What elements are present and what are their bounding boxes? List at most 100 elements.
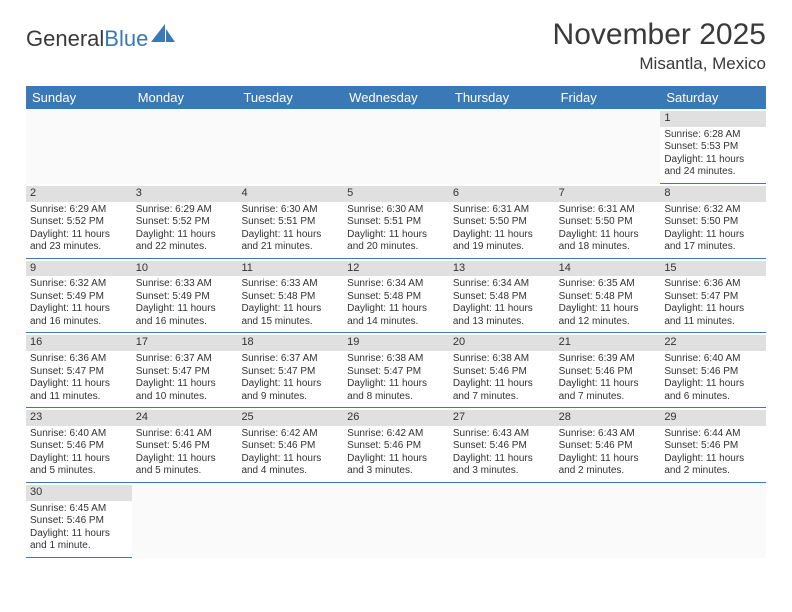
weekday-sunday: Sunday (26, 86, 132, 109)
sunset-line: Sunset: 5:46 PM (347, 440, 445, 453)
weekday-header-row: SundayMondayTuesdayWednesdayThursdayFrid… (26, 86, 766, 109)
sunset-line: Sunset: 5:52 PM (30, 216, 128, 229)
calendar-cell: 20Sunrise: 6:38 AMSunset: 5:46 PMDayligh… (449, 333, 555, 408)
logo-text-general: General (26, 26, 104, 52)
sunrise-line: Sunrise: 6:39 AM (559, 353, 657, 366)
sunrise-line: Sunrise: 6:29 AM (136, 204, 234, 217)
calendar-cell-empty (660, 483, 766, 558)
daylight-line: Daylight: 11 hours and 23 minutes. (30, 229, 128, 254)
sail-icon (151, 24, 177, 49)
sunrise-line: Sunrise: 6:42 AM (347, 428, 445, 441)
calendar-cell: 9Sunrise: 6:32 AMSunset: 5:49 PMDaylight… (26, 259, 132, 334)
sunrise-line: Sunrise: 6:38 AM (453, 353, 551, 366)
calendar-cell: 25Sunrise: 6:42 AMSunset: 5:46 PMDayligh… (237, 408, 343, 483)
sunset-line: Sunset: 5:48 PM (453, 291, 551, 304)
sunset-line: Sunset: 5:51 PM (347, 216, 445, 229)
daylight-line: Daylight: 11 hours and 8 minutes. (347, 378, 445, 403)
sunset-line: Sunset: 5:46 PM (241, 440, 339, 453)
sunrise-line: Sunrise: 6:33 AM (241, 278, 339, 291)
sunset-line: Sunset: 5:52 PM (136, 216, 234, 229)
day-number: 11 (237, 261, 343, 277)
daylight-line: Daylight: 11 hours and 2 minutes. (664, 453, 762, 478)
calendar-cell-empty (26, 109, 132, 184)
calendar-cell: 2 Sunrise: 6:29 AMSunset: 5:52 PMDaylight… (26, 184, 132, 259)
calendar-week: 1Sunrise: 6:28 AMSunset: 5:53 PMDaylight… (26, 109, 766, 184)
daylight-line: Daylight: 11 hours and 1 minute. (30, 528, 128, 553)
calendar-cell: 13Sunrise: 6:34 AMSunset: 5:48 PMDayligh… (449, 259, 555, 334)
day-number: 16 (26, 335, 132, 351)
daylight-line: Daylight: 11 hours and 21 minutes. (241, 229, 339, 254)
sunset-line: Sunset: 5:51 PM (241, 216, 339, 229)
day-number: 23 (26, 410, 132, 426)
calendar-cell: 6Sunrise: 6:31 AMSunset: 5:50 PMDaylight… (449, 184, 555, 259)
sunset-line: Sunset: 5:46 PM (136, 440, 234, 453)
weekday-wednesday: Wednesday (343, 86, 449, 109)
sunset-line: Sunset: 5:49 PM (30, 291, 128, 304)
daylight-line: Daylight: 11 hours and 10 minutes. (136, 378, 234, 403)
daylight-line: Daylight: 11 hours and 16 minutes. (136, 303, 234, 328)
day-number: 9 (26, 261, 132, 277)
calendar-cell-empty (132, 109, 238, 184)
sunrise-line: Sunrise: 6:43 AM (453, 428, 551, 441)
sunrise-line: Sunrise: 6:34 AM (347, 278, 445, 291)
sunrise-line: Sunrise: 6:28 AM (664, 129, 762, 142)
sunset-line: Sunset: 5:46 PM (453, 366, 551, 379)
title-block: November 2025 Misantla, Mexico (553, 18, 766, 74)
sunrise-line: Sunrise: 6:31 AM (559, 204, 657, 217)
day-number: 2 (26, 186, 132, 202)
sunset-line: Sunset: 5:50 PM (453, 216, 551, 229)
sunset-line: Sunset: 5:49 PM (136, 291, 234, 304)
location-label: Misantla, Mexico (553, 54, 766, 74)
calendar-cell: 14Sunrise: 6:35 AMSunset: 5:48 PMDayligh… (555, 259, 661, 334)
sunrise-line: Sunrise: 6:37 AM (136, 353, 234, 366)
day-number: 20 (449, 335, 555, 351)
day-number: 22 (660, 335, 766, 351)
sunset-line: Sunset: 5:47 PM (30, 366, 128, 379)
daylight-line: Daylight: 11 hours and 20 minutes. (347, 229, 445, 254)
day-number: 7 (555, 186, 661, 202)
day-number: 30 (26, 485, 132, 501)
day-number: 14 (555, 261, 661, 277)
day-number: 15 (660, 261, 766, 277)
daylight-line: Daylight: 11 hours and 5 minutes. (30, 453, 128, 478)
daylight-line: Daylight: 11 hours and 18 minutes. (559, 229, 657, 254)
daylight-line: Daylight: 11 hours and 5 minutes. (136, 453, 234, 478)
day-number: 21 (555, 335, 661, 351)
sunrise-line: Sunrise: 6:42 AM (241, 428, 339, 441)
sunrise-line: Sunrise: 6:32 AM (30, 278, 128, 291)
day-number: 19 (343, 335, 449, 351)
page-title: November 2025 (553, 18, 766, 52)
day-number: 26 (343, 410, 449, 426)
daylight-line: Daylight: 11 hours and 2 minutes. (559, 453, 657, 478)
day-number: 12 (343, 261, 449, 277)
sunrise-line: Sunrise: 6:37 AM (241, 353, 339, 366)
calendar-cell: 7Sunrise: 6:31 AMSunset: 5:50 PMDaylight… (555, 184, 661, 259)
calendar-cell-empty (343, 483, 449, 558)
sunrise-line: Sunrise: 6:45 AM (30, 503, 128, 516)
daylight-line: Daylight: 11 hours and 19 minutes. (453, 229, 551, 254)
day-number: 3 (132, 186, 238, 202)
day-number: 24 (132, 410, 238, 426)
day-number: 27 (449, 410, 555, 426)
weekday-tuesday: Tuesday (237, 86, 343, 109)
calendar-cell-empty (132, 483, 238, 558)
calendar-cell: 18Sunrise: 6:37 AMSunset: 5:47 PMDayligh… (237, 333, 343, 408)
calendar-cell: 24Sunrise: 6:41 AMSunset: 5:46 PMDayligh… (132, 408, 238, 483)
calendar-week: 2Sunrise: 6:29 AMSunset: 5:52 PMDaylight… (26, 184, 766, 259)
calendar-cell-empty (237, 109, 343, 184)
sunrise-line: Sunrise: 6:29 AM (30, 204, 128, 217)
daylight-line: Daylight: 11 hours and 22 minutes. (136, 229, 234, 254)
sunrise-line: Sunrise: 6:38 AM (347, 353, 445, 366)
sunrise-line: Sunrise: 6:36 AM (30, 353, 128, 366)
sunrise-line: Sunrise: 6:30 AM (241, 204, 339, 217)
day-number: 13 (449, 261, 555, 277)
sunrise-line: Sunrise: 6:33 AM (136, 278, 234, 291)
sunset-line: Sunset: 5:46 PM (453, 440, 551, 453)
sunset-line: Sunset: 5:46 PM (30, 515, 128, 528)
calendar-cell: 1Sunrise: 6:28 AMSunset: 5:53 PMDaylight… (660, 109, 766, 184)
calendar-cell: 11Sunrise: 6:33 AMSunset: 5:48 PMDayligh… (237, 259, 343, 334)
calendar-cell: 26Sunrise: 6:42 AMSunset: 5:46 PMDayligh… (343, 408, 449, 483)
sunrise-line: Sunrise: 6:34 AM (453, 278, 551, 291)
weekday-friday: Friday (555, 86, 661, 109)
calendar-cell: 21Sunrise: 6:39 AMSunset: 5:46 PMDayligh… (555, 333, 661, 408)
